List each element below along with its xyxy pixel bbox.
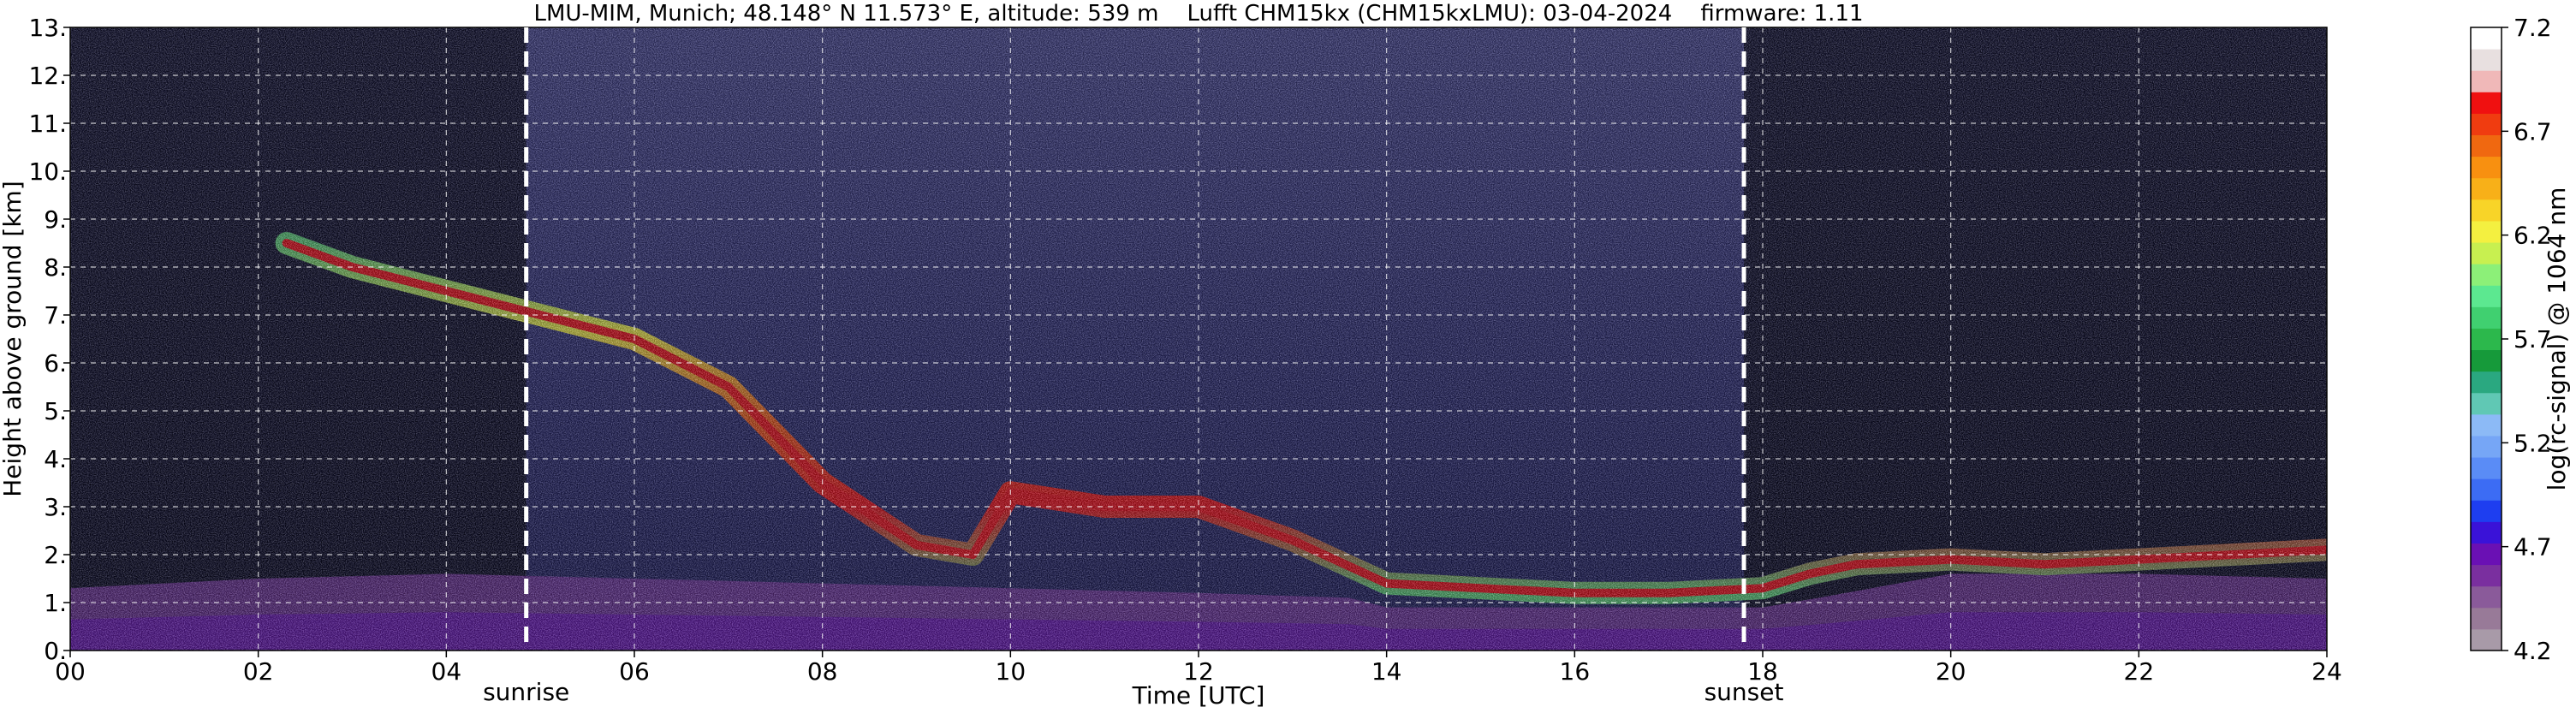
colorbar-segment bbox=[2471, 199, 2502, 222]
x-tick-label: 04 bbox=[431, 657, 462, 686]
x-tick-label: 20 bbox=[1936, 657, 1966, 686]
y-tick-label: 7. bbox=[44, 301, 67, 330]
colorbar-segment bbox=[2471, 49, 2502, 71]
sun-event-label: sunset bbox=[1704, 678, 1784, 706]
x-tick-label: 24 bbox=[2311, 657, 2342, 686]
x-tick-label: 00 bbox=[55, 657, 86, 686]
colorbar-segment bbox=[2471, 177, 2502, 200]
colorbar-segment bbox=[2471, 70, 2502, 92]
colorbar-segment bbox=[2471, 543, 2502, 566]
colorbar-segment bbox=[2471, 392, 2502, 415]
colorbar-segment bbox=[2471, 564, 2502, 587]
colorbar-segment bbox=[2471, 92, 2502, 114]
x-tick-label: 12 bbox=[1183, 657, 1214, 686]
colorbar-tick-label: 5.7 bbox=[2514, 325, 2552, 354]
colorbar-segment bbox=[2471, 457, 2502, 479]
colorbar-ticks: 4.2 4.7 5.2 5.7 6.2 6.7 7.2 bbox=[2502, 14, 2552, 665]
colorbar-segment bbox=[2471, 371, 2502, 394]
x-tick-label: 08 bbox=[807, 657, 838, 686]
colorbar-segment bbox=[2471, 328, 2502, 351]
colorbar-segment bbox=[2471, 306, 2502, 329]
x-axis-label: Time [UTC] bbox=[1132, 681, 1265, 707]
colorbar-segment bbox=[2471, 521, 2502, 544]
y-tick-label: 13. bbox=[28, 14, 67, 42]
colorbar-segment bbox=[2471, 156, 2502, 179]
sun-event-label: sunrise bbox=[483, 678, 569, 706]
y-tick-label: 12. bbox=[28, 62, 67, 90]
colorbar-segment bbox=[2471, 435, 2502, 458]
colorbar-tick-label: 5.2 bbox=[2514, 429, 2552, 457]
colorbar bbox=[2470, 27, 2502, 651]
y-tick-label: 11. bbox=[28, 110, 67, 138]
y-tick-label: 0. bbox=[44, 637, 67, 665]
colorbar-tick-label: 4.7 bbox=[2514, 533, 2552, 561]
colorbar-segment bbox=[2471, 500, 2502, 522]
y-tick-label: 4. bbox=[44, 445, 67, 473]
colorbar-label: log(rc-signal) @ 1064 nm bbox=[2543, 187, 2571, 491]
colorbar-segment bbox=[2471, 628, 2502, 651]
x-tick-label: 02 bbox=[243, 657, 274, 686]
x-axis: 00 02 04 06 08 10 12 14 16 18 20 22 24 bbox=[55, 651, 2342, 686]
colorbar-segment bbox=[2471, 134, 2502, 157]
colorbar-segment bbox=[2471, 264, 2502, 286]
x-tick-label: 14 bbox=[1371, 657, 1402, 686]
y-tick-label: 8. bbox=[44, 253, 67, 282]
y-tick-label: 9. bbox=[44, 205, 67, 234]
x-tick-label: 10 bbox=[996, 657, 1026, 686]
y-axis: 0. 1. 2. 3. 4. 5. 6. 7. 8. 9. 10. 11. 12. 13. bbox=[28, 14, 70, 665]
x-tick-label: 22 bbox=[2124, 657, 2155, 686]
colorbar-segment bbox=[2471, 242, 2502, 264]
sun-event-markers: sunrise sunset bbox=[483, 27, 1783, 706]
y-tick-label: 10. bbox=[28, 157, 67, 186]
colorbar-tick-label: 6.2 bbox=[2514, 222, 2552, 250]
y-tick-label: 5. bbox=[44, 397, 67, 425]
x-tick-label: 16 bbox=[1560, 657, 1591, 686]
colorbar-segment bbox=[2471, 349, 2502, 372]
y-tick-label: 1. bbox=[44, 589, 67, 617]
colorbar-segment bbox=[2471, 585, 2502, 609]
y-axis-label: Height above ground [km] bbox=[0, 181, 27, 497]
x-tick-label: 06 bbox=[619, 657, 650, 686]
y-tick-label: 2. bbox=[44, 541, 67, 569]
colorbar-segment bbox=[2471, 27, 2502, 50]
x-tick-label: 18 bbox=[1747, 657, 1778, 686]
colorbar-segment bbox=[2471, 285, 2502, 307]
colorbar-tick-label: 7.2 bbox=[2514, 14, 2552, 42]
colorbar-segment bbox=[2471, 413, 2502, 437]
y-tick-label: 3. bbox=[44, 493, 67, 521]
colorbar-segment bbox=[2471, 607, 2502, 630]
colorbar-segment bbox=[2471, 478, 2502, 501]
colorbar-segment bbox=[2471, 113, 2502, 136]
colorbar-tick-label: 6.7 bbox=[2514, 117, 2552, 146]
chart-title: LMU-MIM, Munich; 48.148° N 11.573° E, al… bbox=[533, 1, 1863, 27]
y-tick-label: 6. bbox=[44, 349, 67, 377]
colorbar-segment bbox=[2471, 220, 2502, 243]
colorbar-tick-label: 4.2 bbox=[2514, 637, 2552, 665]
